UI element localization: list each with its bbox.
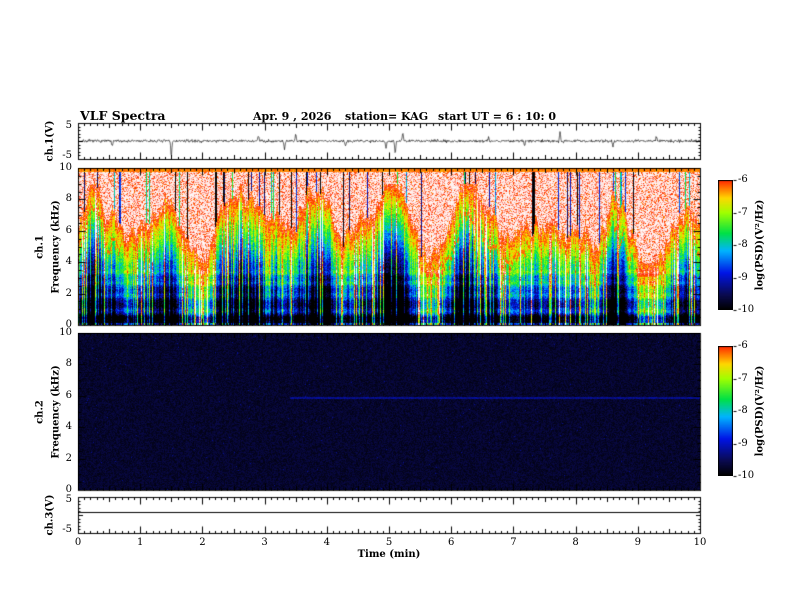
x-axis-tick-label: 3 xyxy=(261,537,268,548)
colorbar2-tick-label: -7 xyxy=(738,372,748,384)
ch1-spectrogram-panel xyxy=(78,168,700,325)
ch2-freq-tick-label: 8 xyxy=(65,358,72,370)
ch2-freq-tick-label: 0 xyxy=(65,484,72,495)
ch1-channel-label: ch.1 xyxy=(34,234,46,259)
page-title: VLF Spectra xyxy=(80,108,166,123)
colorbar-ch2 xyxy=(718,346,733,476)
ch1-frequency-axis-label: Frequency (kHz) xyxy=(50,199,62,294)
colorbar2-tick-label: -8 xyxy=(738,405,748,416)
x-axis-tick-label: 10 xyxy=(693,537,707,548)
colorbar1-tick-label: -6 xyxy=(738,174,748,185)
colorbar1-tick-label: -7 xyxy=(738,206,748,218)
ch2-freq-tick-label: 6 xyxy=(65,389,72,401)
ch1-freq-tick-label: 10 xyxy=(59,162,72,173)
ch2-freq-tick-label: 2 xyxy=(65,452,72,464)
x-axis-tick-label: 6 xyxy=(448,537,455,548)
ch1-freq-tick-label: 2 xyxy=(65,287,72,299)
x-axis-tick-label: 0 xyxy=(74,537,82,548)
ch3-volt-axis-label: ch.3(V) xyxy=(44,494,56,536)
colorbar2-label: log(PSD)(V²/Hz) xyxy=(754,365,766,457)
ch1_wave-tick-label: -5 xyxy=(62,150,72,161)
ch1-freq-tick-label: 4 xyxy=(65,256,72,268)
colorbar1-tick-label: -10 xyxy=(738,304,755,315)
ch2-freq-tick-label: 4 xyxy=(65,421,72,433)
x-axis-tick-label: 5 xyxy=(385,537,393,548)
ch2-frequency-axis-label: Frequency (kHz) xyxy=(50,364,62,459)
ch2-spectrogram-panel xyxy=(78,333,700,490)
colorbar2-tick-label: -6 xyxy=(738,340,748,351)
colorbar1-tick-label: -9 xyxy=(738,271,748,283)
ch1-freq-tick-label: 6 xyxy=(65,224,72,236)
ch1_wave-tick-label: 5 xyxy=(65,120,72,131)
colorbar2-tick-label: -10 xyxy=(738,470,755,481)
x-axis-tick-label: 2 xyxy=(199,537,206,548)
time-axis-label: Time (min) xyxy=(357,549,421,560)
ch1-freq-tick-label: 0 xyxy=(65,319,72,330)
ch3_wave-tick-label: -5 xyxy=(62,524,72,535)
ch3_wave-tick-label: 5 xyxy=(65,494,72,505)
ch2-channel-label: ch.2 xyxy=(34,399,46,424)
date-label: Apr. 9 , 2026 xyxy=(253,110,332,123)
x-axis-tick-label: 1 xyxy=(137,537,144,548)
x-axis-tick-label: 7 xyxy=(510,537,517,548)
colorbar1-tick-label: -8 xyxy=(738,239,748,250)
ch1-volt-axis-label: ch.1(V) xyxy=(44,120,56,162)
ch1-waveform-panel xyxy=(78,123,700,159)
x-axis-tick-label: 8 xyxy=(572,537,579,548)
x-axis-tick-label: 4 xyxy=(323,537,330,548)
colorbar-ch1 xyxy=(718,180,733,310)
station-label: station= KAG xyxy=(345,110,429,123)
colorbar1-label: log(PSD)(V²/Hz) xyxy=(754,199,766,291)
ch3-waveform-panel xyxy=(78,497,700,533)
start-ut-label: start UT = 6 : 10: 0 xyxy=(438,110,556,123)
x-axis-tick-label: 9 xyxy=(634,537,641,548)
ch2-freq-tick-label: 10 xyxy=(59,327,72,338)
ch1-freq-tick-label: 8 xyxy=(65,193,72,205)
colorbar2-tick-label: -9 xyxy=(738,437,748,449)
